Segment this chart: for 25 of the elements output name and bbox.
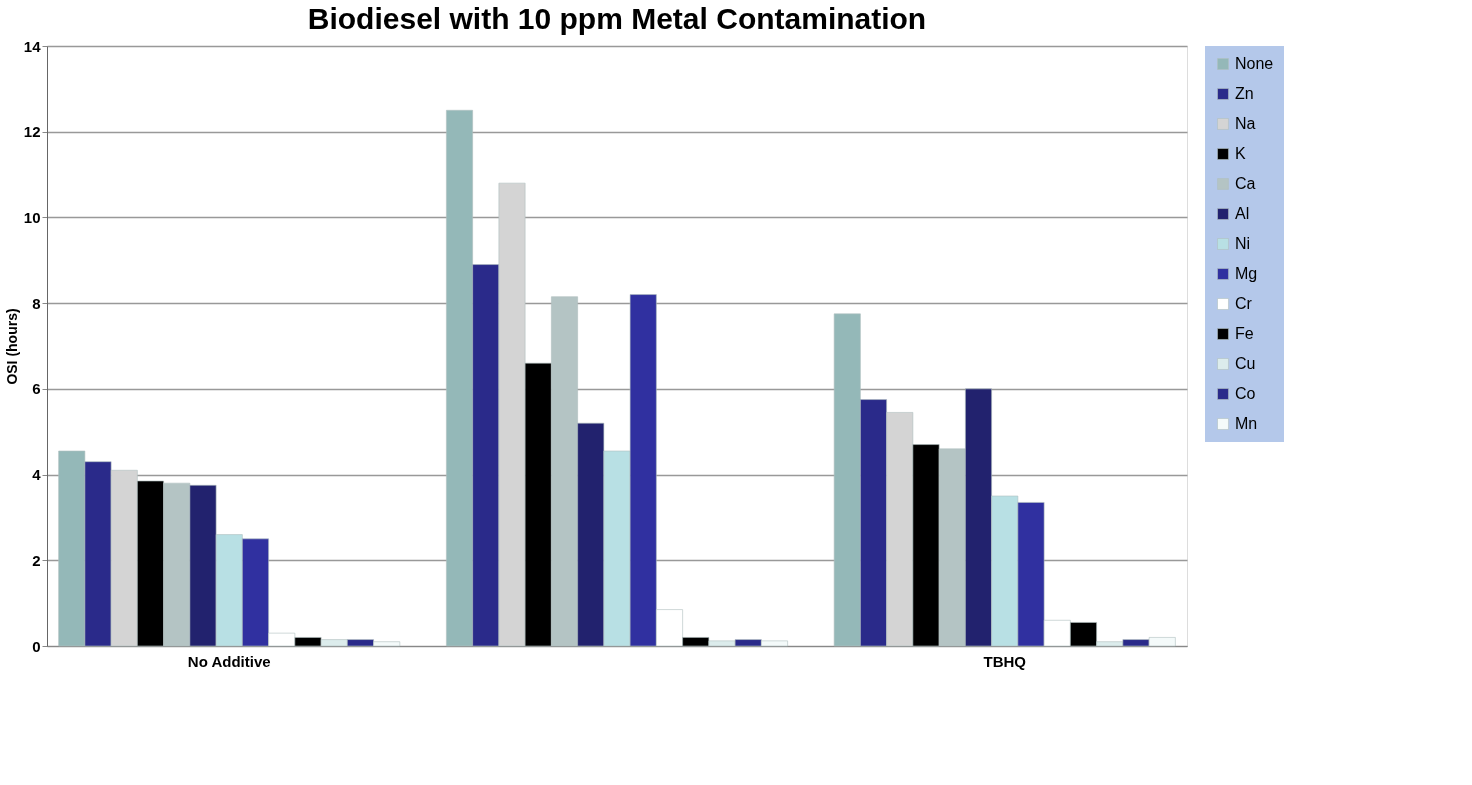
y-tick-label: 6 xyxy=(32,380,41,398)
legend-label: K xyxy=(1235,145,1246,162)
y-tick-label: 14 xyxy=(23,37,42,55)
y-tick-label: 10 xyxy=(23,208,41,226)
legend-label: Na xyxy=(1235,115,1256,132)
y-tick-label: 4 xyxy=(32,466,42,484)
legend-label: Cu xyxy=(1235,355,1256,372)
legend-label: Zn xyxy=(1235,85,1254,102)
chart-title: Biodiesel with 10 ppm Metal Contamination xyxy=(307,2,927,35)
x-tick-label: No Additive xyxy=(187,652,271,670)
y-tick-label: 0 xyxy=(32,637,41,655)
legend-label: Mg xyxy=(1235,265,1258,282)
legend-label: Cr xyxy=(1235,295,1253,312)
y-tick-label: 12 xyxy=(23,123,41,141)
legend-label: Ni xyxy=(1235,235,1251,252)
x-tick-label: TBHQ xyxy=(983,652,1027,670)
legend-label: Mn xyxy=(1235,415,1258,432)
y-axis-title: OSI (hours) xyxy=(3,308,20,385)
legend-label: Co xyxy=(1235,385,1256,402)
y-tick-label: 2 xyxy=(32,551,41,569)
legend-label: Ca xyxy=(1235,175,1256,192)
y-tick-label: 8 xyxy=(32,294,41,312)
legend-label: None xyxy=(1235,55,1274,72)
legend-label: Fe xyxy=(1235,325,1254,342)
legend-label: Al xyxy=(1235,205,1250,222)
